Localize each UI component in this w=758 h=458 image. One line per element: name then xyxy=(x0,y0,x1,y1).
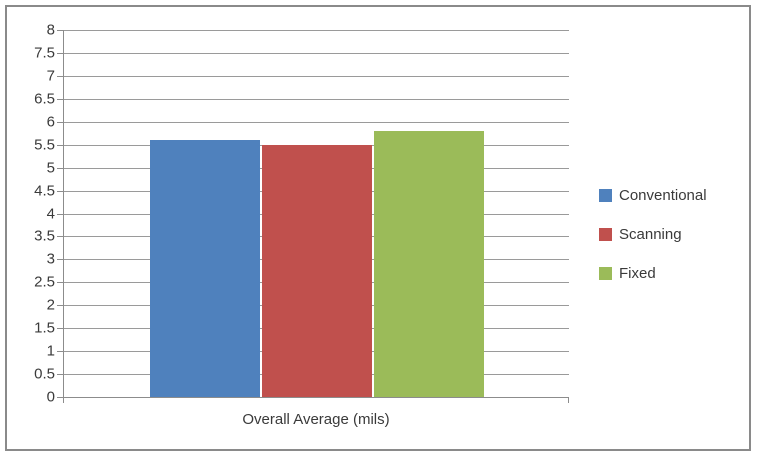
y-tick-label: 1.5 xyxy=(34,319,55,337)
y-tick-label: 3 xyxy=(46,250,55,268)
bar-fixed xyxy=(374,131,484,397)
gridline xyxy=(64,53,569,54)
y-tick-label: 0.5 xyxy=(34,365,55,383)
y-tick-label: 8 xyxy=(46,21,55,39)
y-tick-mark xyxy=(57,191,63,192)
y-tick-mark xyxy=(57,236,63,237)
legend-swatch-fixed xyxy=(599,267,612,280)
y-tick-label: 2 xyxy=(46,296,55,314)
y-tick-mark xyxy=(57,99,63,100)
y-tick-mark xyxy=(57,397,63,398)
y-tick-mark xyxy=(57,76,63,77)
y-tick-mark xyxy=(57,374,63,375)
y-tick-mark xyxy=(57,282,63,283)
gridline xyxy=(64,30,569,31)
y-tick-mark xyxy=(57,145,63,146)
y-tick-label: 6.5 xyxy=(34,90,55,108)
legend: Conventional Scanning Fixed xyxy=(599,187,707,304)
y-tick-mark xyxy=(57,122,63,123)
gridline xyxy=(64,122,569,123)
y-tick-mark xyxy=(57,53,63,54)
x-axis-title: Overall Average (mils) xyxy=(242,411,390,428)
y-tick-label: 1 xyxy=(46,342,55,360)
y-tick-label: 2.5 xyxy=(34,273,55,291)
y-tick-mark xyxy=(57,328,63,329)
y-tick-mark xyxy=(57,259,63,260)
y-tick-mark xyxy=(57,214,63,215)
y-tick-mark xyxy=(57,351,63,352)
gridline xyxy=(64,76,569,77)
gridline xyxy=(64,99,569,100)
legend-label: Fixed xyxy=(619,265,656,282)
legend-label: Conventional xyxy=(619,187,707,204)
legend-item-fixed: Fixed xyxy=(599,265,707,282)
y-tick-label: 3.5 xyxy=(34,227,55,245)
legend-swatch-scanning xyxy=(599,228,612,241)
x-axis-right-tick xyxy=(568,397,569,403)
y-tick-label: 5 xyxy=(46,159,55,177)
legend-item-conventional: Conventional xyxy=(599,187,707,204)
y-tick-mark xyxy=(57,168,63,169)
y-tick-label: 4.5 xyxy=(34,182,55,200)
y-tick-label: 7 xyxy=(46,67,55,85)
y-tick-label: 7.5 xyxy=(34,44,55,62)
legend-label: Scanning xyxy=(619,226,682,243)
x-axis-left-tick xyxy=(63,397,64,403)
y-tick-label: 0 xyxy=(46,388,55,406)
y-tick-mark xyxy=(57,30,63,31)
y-tick-label: 5.5 xyxy=(34,136,55,154)
y-tick-mark xyxy=(57,305,63,306)
bar-scanning xyxy=(262,145,372,397)
legend-item-scanning: Scanning xyxy=(599,226,707,243)
y-tick-label: 6 xyxy=(46,113,55,131)
plot-area xyxy=(63,30,569,398)
legend-swatch-conventional xyxy=(599,189,612,202)
bar-conventional xyxy=(150,140,260,397)
y-tick-label: 4 xyxy=(46,205,55,223)
